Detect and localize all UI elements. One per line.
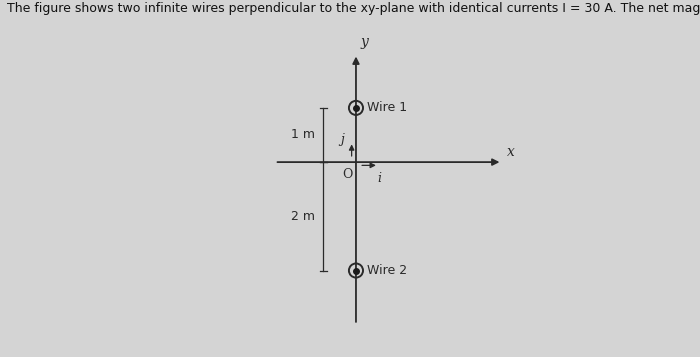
Text: O: O	[342, 167, 353, 181]
Text: Wire 1: Wire 1	[367, 101, 407, 114]
Text: 2 m: 2 m	[291, 210, 315, 223]
Text: i: i	[378, 172, 382, 185]
Text: Wire 2: Wire 2	[367, 264, 407, 277]
Text: x: x	[507, 145, 514, 159]
Text: 1 m: 1 m	[291, 129, 315, 141]
Text: j: j	[340, 133, 344, 146]
Text: The figure shows two infinite wires perpendicular to the xy-plane with identical: The figure shows two infinite wires perp…	[7, 2, 700, 15]
Text: y: y	[360, 35, 368, 49]
